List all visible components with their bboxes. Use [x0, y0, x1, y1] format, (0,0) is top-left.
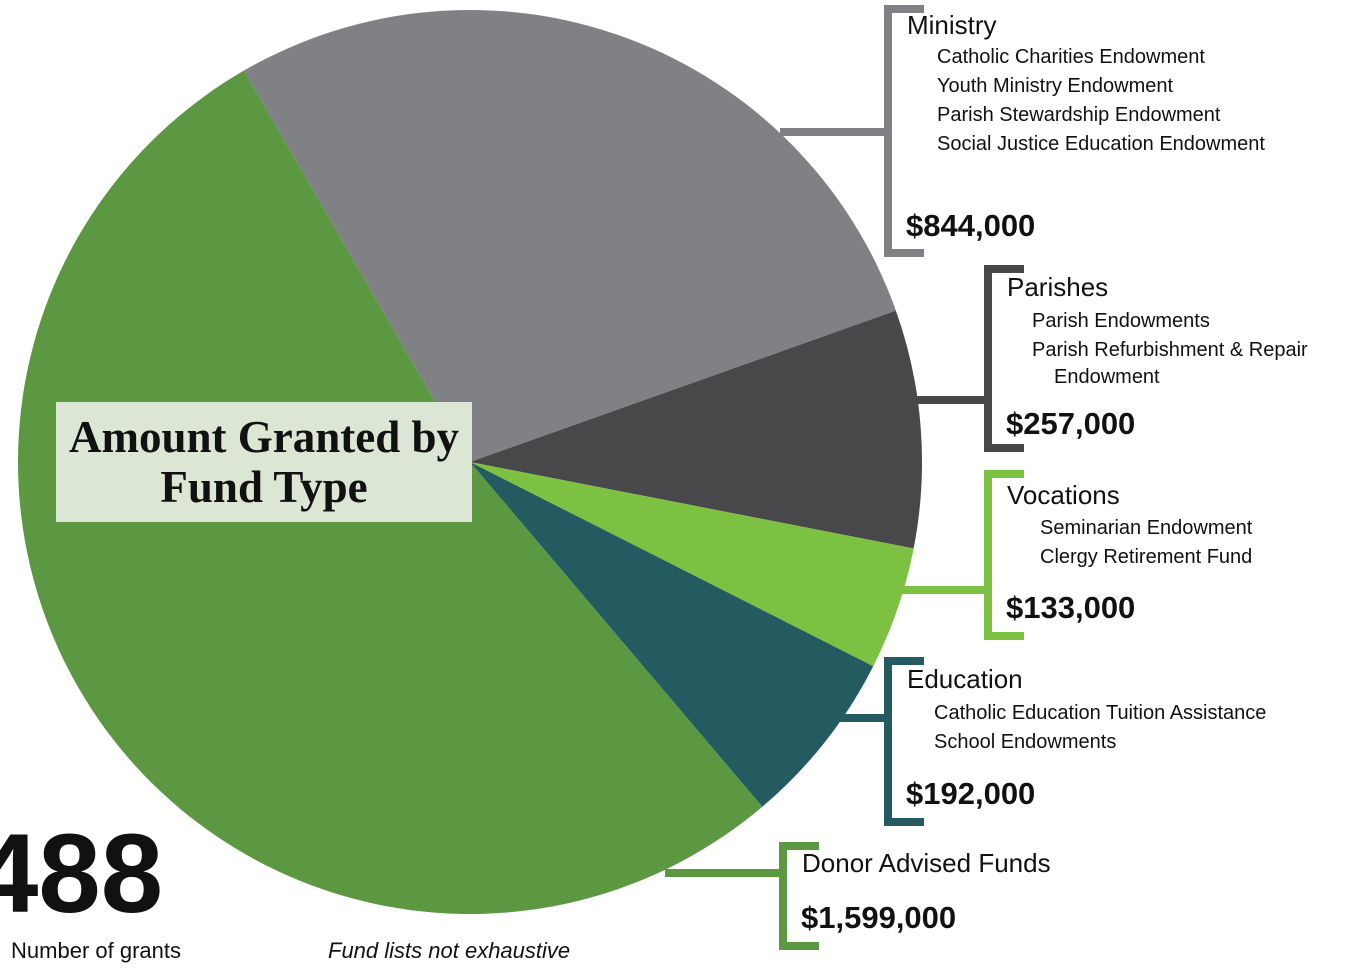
fund-item: Clergy Retirement Fund	[1040, 546, 1253, 568]
category-label: Vocations	[1007, 480, 1120, 510]
fund-item: Catholic Education Tuition Assistance	[934, 702, 1267, 724]
fund-item: Catholic Charities Endowment	[937, 46, 1205, 68]
fund-item: Parish Endowments	[1032, 310, 1210, 332]
value-label: $133,000	[1006, 590, 1136, 625]
category-label: Donor Advised Funds	[802, 848, 1051, 878]
fund-item: Seminarian Endowment	[1040, 517, 1253, 539]
pie-slice	[470, 310, 923, 549]
grant-count: 488	[0, 811, 163, 936]
value-label: $257,000	[1006, 406, 1136, 441]
fund-item: Social Justice Education Endowment	[937, 133, 1265, 155]
bracket	[884, 657, 924, 826]
grant-count-label: Number of grants	[11, 938, 181, 963]
pie-slice	[470, 462, 914, 667]
chart-title: Amount Granted by Fund Type	[56, 402, 472, 522]
fund-item: Parish Refurbishment & Repair Endowment	[1032, 339, 1308, 388]
category-label: Parishes	[1007, 272, 1109, 302]
bracket	[779, 842, 819, 950]
value-label: $192,000	[906, 776, 1036, 811]
fund-item: Parish Stewardship Endowment	[937, 104, 1221, 126]
pie-slice	[244, 9, 896, 462]
value-label: $844,000	[906, 208, 1036, 243]
fund-item: Youth Ministry Endowment	[937, 75, 1174, 97]
pie-slice	[470, 462, 874, 807]
bracket	[984, 470, 1024, 640]
category-label: Education	[907, 664, 1023, 694]
category-label: Ministry	[907, 10, 997, 40]
note: Fund lists not exhaustive	[328, 938, 571, 963]
bracket	[984, 265, 1024, 452]
fund-item: School Endowments	[934, 731, 1117, 753]
value-label: $1,599,000	[801, 900, 957, 935]
